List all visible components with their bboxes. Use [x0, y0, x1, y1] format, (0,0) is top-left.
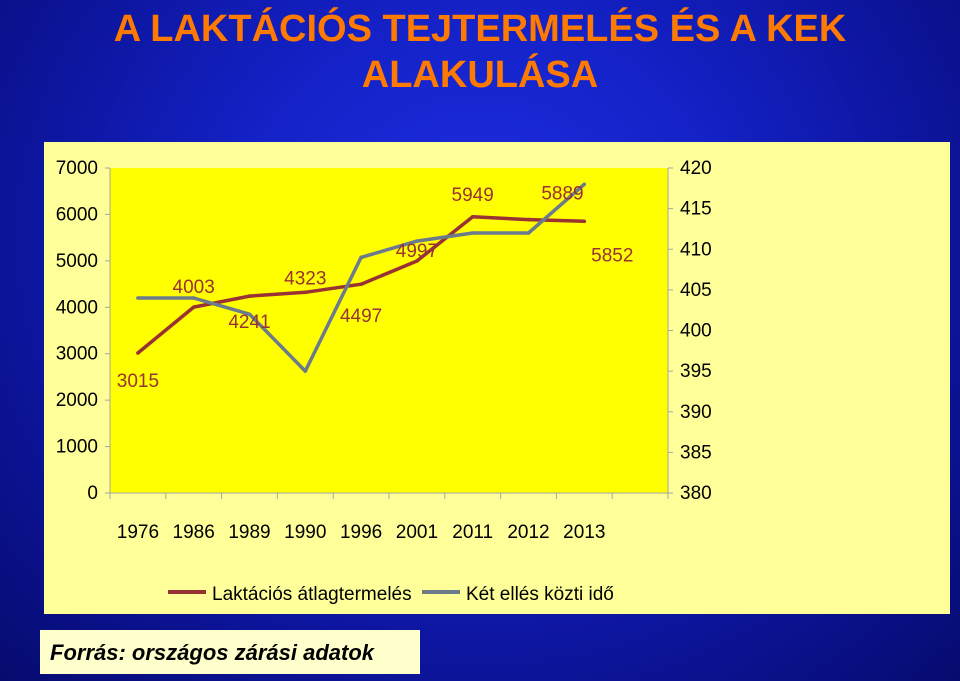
- x-tick-label: 1986: [173, 522, 215, 543]
- source-note: Forrás: országos zárási adatok: [40, 630, 420, 674]
- data-label: 4497: [340, 306, 382, 327]
- y-right-tick-label: 390: [680, 402, 712, 423]
- y-right-tick-label: 415: [680, 199, 712, 220]
- data-point: [359, 282, 363, 287]
- data-point: [136, 351, 140, 355]
- data-point: [415, 239, 419, 243]
- data-label: 4003: [173, 277, 215, 298]
- data-point: [359, 255, 363, 260]
- plot-area: [110, 168, 668, 493]
- x-tick-label: 2011: [452, 522, 493, 543]
- x-tick-label: 1989: [228, 522, 270, 543]
- y-left-tick-label: 0: [87, 483, 98, 504]
- data-point: [247, 294, 252, 298]
- chart-panel: 0 1000 2000 3000 4000 5000 6000 7000 380 385 390 39…: [44, 142, 950, 614]
- legend-item: Két ellés közti idő: [422, 584, 614, 605]
- y-right-tick-label: 395: [680, 361, 712, 382]
- data-point: [303, 290, 308, 295]
- data-label: 5852: [591, 245, 633, 266]
- y-left-tick-label: 1000: [56, 437, 98, 458]
- data-point: [247, 312, 252, 317]
- y-left-tick-label: 3000: [56, 344, 98, 365]
- data-point: [470, 214, 475, 219]
- y-left-tick-label: 4000: [56, 297, 98, 318]
- legend-item: Laktációs átlagtermelés: [168, 584, 412, 605]
- y-right-tick-label: 400: [680, 321, 712, 342]
- slide-title: A LAKTÁCIÓS TEJTERMELÉS ÉS A KEK ALAKULÁ…: [113, 8, 847, 96]
- x-tick-label: 2012: [507, 522, 549, 543]
- y-right-tick-label: 410: [680, 239, 712, 260]
- x-tick-label: 2001: [396, 522, 438, 543]
- x-tick-label: 1996: [340, 522, 382, 543]
- data-point: [191, 296, 196, 300]
- data-label: 5949: [452, 185, 494, 206]
- data-label: 5889: [541, 184, 583, 205]
- y-left-tick-label: 2000: [56, 390, 98, 411]
- y-right-tick-label: 420: [680, 158, 712, 179]
- data-label: 4323: [284, 268, 326, 289]
- y-right-tick-label: 385: [680, 442, 712, 463]
- x-tick-label: 1990: [284, 522, 326, 543]
- data-point: [526, 217, 531, 222]
- y-left-tick-label: 6000: [56, 204, 98, 225]
- data-point: [526, 231, 531, 235]
- y-left-tick-label: 7000: [56, 158, 98, 179]
- x-tick-label: 2013: [563, 522, 605, 543]
- data-point: [582, 182, 587, 187]
- line-chart: 0 1000 2000 3000 4000 5000 6000 7000 380 385 390 39…: [56, 158, 712, 605]
- data-point: [303, 369, 308, 373]
- legend-label: Laktációs átlagtermelés: [212, 584, 412, 605]
- data-point: [191, 305, 196, 309]
- data-label: 4997: [396, 241, 438, 262]
- data-point: [582, 219, 587, 224]
- legend-label: Két ellés közti idő: [466, 584, 614, 605]
- data-label: 3015: [117, 371, 159, 392]
- data-point: [136, 296, 140, 300]
- y-left-tick-label: 5000: [56, 251, 98, 272]
- x-tick-label: 1976: [117, 522, 159, 543]
- y-right-tick-label: 380: [680, 483, 712, 504]
- data-point: [415, 259, 419, 263]
- data-point: [470, 231, 475, 235]
- y-right-tick-label: 405: [680, 280, 712, 301]
- data-label: 4241: [228, 312, 270, 333]
